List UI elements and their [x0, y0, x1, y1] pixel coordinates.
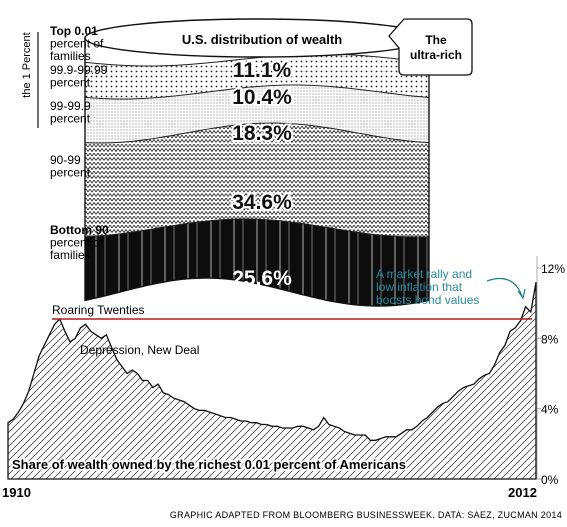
layer-label: percent of — [50, 37, 104, 51]
layer-label: 90-99 — [50, 153, 81, 167]
layer-label: percent — [50, 166, 91, 180]
layer-label: families — [50, 49, 91, 63]
layer-label: percent of — [50, 236, 104, 250]
callout-line-2: ultra-rich — [410, 48, 462, 62]
layer-boundary — [85, 84, 429, 100]
layer-value-label: 34.6% — [232, 191, 292, 214]
callout-line-1: The — [425, 33, 447, 47]
y-tick-label: 0% — [541, 473, 559, 487]
layer-value-label: 18.3% — [232, 122, 292, 145]
cylinder-layer — [85, 54, 429, 99]
one-percent-bracket-label: the 1 Percent — [21, 32, 33, 97]
y-tick-label: 4% — [541, 403, 559, 417]
area-series — [7, 281, 537, 480]
x-axis-start-label: 1910 — [2, 485, 31, 500]
annotation-arrow — [486, 277, 523, 297]
cylinder-layer — [85, 219, 429, 306]
layer-label: 99-99.9 — [50, 99, 91, 113]
arrow-head — [517, 288, 526, 300]
x-axis-end-label: 2012 — [508, 485, 537, 500]
market-rally-line: A market rally and — [376, 267, 472, 281]
y-tick-label: 12% — [541, 262, 565, 276]
cylinder-layer — [85, 123, 429, 237]
wealth-distribution-cylinder: U.S. distribution of wealth 11.1% 10.4% 18… — [84, 18, 430, 307]
source-credit: GRAPHIC ADAPTED FROM BLOOMBERG BUSINESSW… — [170, 510, 562, 520]
cylinder-outline — [84, 37, 430, 307]
layer-label: 99.9-99.99 — [50, 63, 108, 77]
layer-label: percent — [50, 112, 91, 126]
market-rally-line: boosts bond values — [376, 293, 479, 307]
distribution-title: U.S. distribution of wealth — [182, 32, 342, 47]
layer-value-label: 11.1% — [233, 59, 292, 82]
layer-label: Bottom 90 — [50, 223, 109, 237]
layer-value-label: 25.6% — [232, 267, 292, 290]
layer-boundary — [85, 122, 429, 144]
area-chart: Roaring Twenties 0% 4% 8% 12% Depression, N… — [7, 256, 565, 487]
depression-annotation: Depression, New Deal — [80, 343, 199, 357]
layer-label: percent — [50, 76, 91, 90]
y-tick-label: 8% — [541, 332, 559, 346]
area-chart-title: Share of wealth owned by the richest 0.0… — [12, 457, 406, 472]
roaring-twenties-label: Roaring Twenties — [52, 303, 145, 317]
layer-label: Top 0.01 — [50, 24, 98, 38]
market-rally-line: low inflation that — [376, 280, 463, 294]
ultra-rich-callout: The ultra-rich — [388, 18, 473, 76]
cylinder-layer — [85, 85, 429, 143]
layer-value-label: 10.4% — [232, 86, 292, 109]
layer-boundary — [85, 218, 429, 238]
layer-label: families — [50, 248, 91, 262]
